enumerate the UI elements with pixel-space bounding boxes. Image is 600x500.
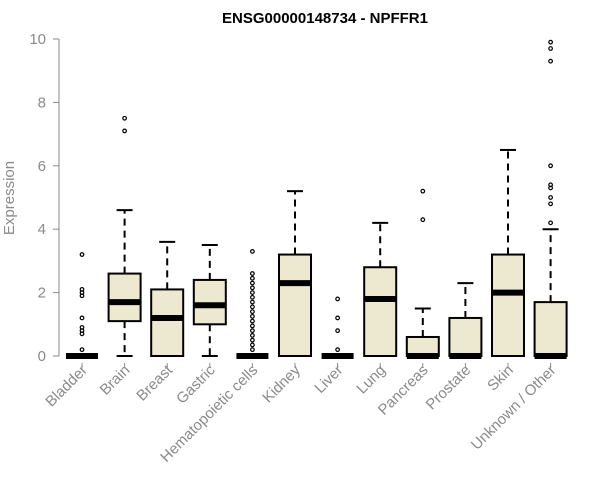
y-tick-label: 6 [38,158,46,175]
chart-title: ENSG00000148734 - NPFFR1 [222,10,428,27]
outlier-point [249,299,255,305]
box-prostate [448,282,483,359]
x-tick-label: Kidney [259,361,304,406]
outlier-point [249,347,255,353]
box-lung [363,221,398,357]
x-tick-label: Liver [311,362,346,397]
outlier-point [249,342,255,348]
box-iqr [533,301,568,357]
outlier-point [249,294,255,300]
y-tick-label: 8 [38,94,46,111]
outlier-point [548,195,553,200]
box-iqr [107,272,142,323]
y-tick-label: 10 [29,31,46,48]
box-iqr [363,266,398,357]
outlier-point [249,332,255,338]
y-axis-ticks: 0 2 4 6 8 10 [29,31,59,365]
box-hematopoietic-cells [236,248,269,359]
outlier-point [420,188,426,194]
box-bladder [66,252,98,359]
box-iqr [278,253,312,357]
outlier-point [249,275,255,281]
box-unknown-other [533,39,568,359]
outlier-point [249,271,255,276]
outlier-point [335,315,341,321]
outlier-point [548,163,553,169]
outlier-point [548,220,553,226]
outlier-point [335,328,341,334]
outlier-point [335,296,341,302]
x-tick-label: Brain [97,362,134,399]
outlier-point [249,313,255,319]
box-liver [321,296,354,359]
outlier-point [548,182,553,188]
outlier-point [548,39,553,45]
y-tick-label: 4 [38,221,46,238]
outlier-point [79,252,85,257]
outlier-point [335,347,341,353]
x-tick-label: Skin [484,362,517,395]
outlier-point [249,337,255,343]
box-pancreas [405,188,440,359]
box-brain [107,115,142,357]
y-tick-label: 0 [38,348,46,365]
outlier-point [249,290,255,296]
outlier-point [79,287,85,292]
outlier-point [79,347,85,353]
outlier-point [79,325,85,330]
y-axis-label: Expression [1,161,18,235]
box-skin [491,148,525,357]
outlier-point [249,323,255,329]
outlier-point [548,46,553,51]
y-tick-label: 2 [38,285,46,302]
box-series [66,39,568,359]
box-iqr [192,278,227,326]
box-iqr [491,253,525,357]
box-iqr [448,316,483,357]
outlier-point [548,58,553,64]
outlier-point [249,328,255,334]
box-iqr [150,288,185,357]
outlier-point [249,248,255,254]
box-kidney [278,190,312,357]
outlier-point [548,201,553,207]
outlier-point [79,315,85,321]
x-tick-label: Breast [133,361,176,404]
box-gastric [192,244,227,357]
outlier-point [122,128,127,134]
outlier-point [249,285,255,291]
outlier-point [420,217,426,223]
x-tick-label: Lung [353,362,389,398]
x-tick-label: Prostate [423,362,475,414]
outlier-point [249,280,255,286]
box-breast [150,240,185,357]
outlier-point [122,115,127,121]
outlier-point [249,309,255,315]
outlier-point [249,304,255,310]
x-tick-label: Bladder [42,362,91,411]
outlier-point [249,318,255,324]
